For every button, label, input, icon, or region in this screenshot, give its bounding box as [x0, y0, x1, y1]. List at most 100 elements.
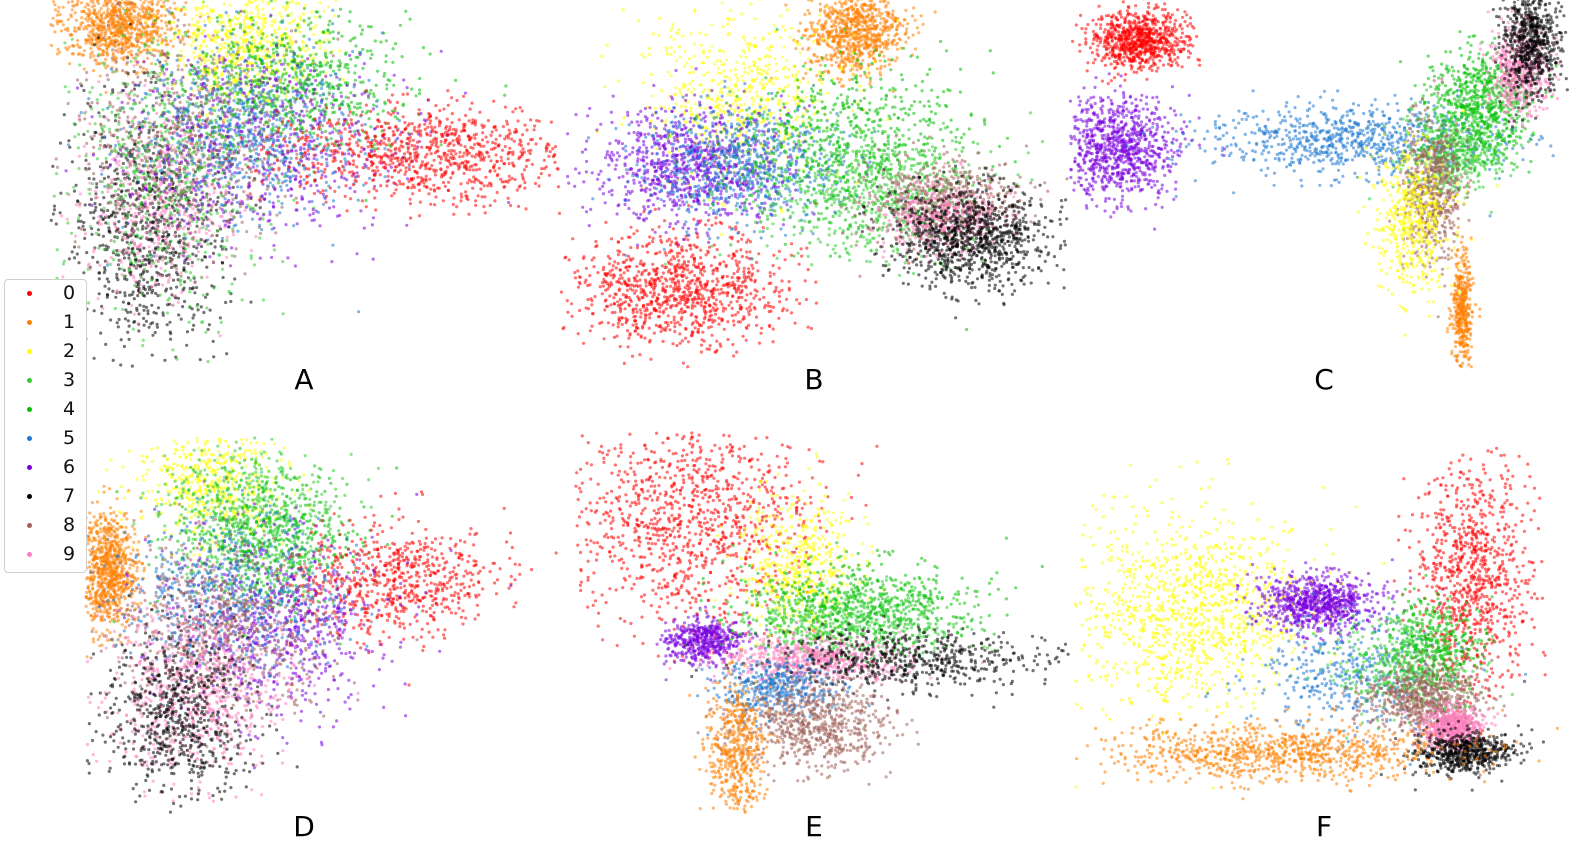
point-class-7 [212, 355, 215, 358]
point-class-3 [206, 243, 209, 246]
point-class-6 [140, 111, 143, 114]
point-class-4 [303, 19, 306, 22]
point-class-2 [225, 54, 228, 57]
point-class-4 [232, 28, 235, 31]
point-class-7 [142, 247, 145, 250]
point-class-7 [117, 220, 120, 223]
point-class-2 [196, 25, 199, 28]
point-class-1 [62, 6, 65, 9]
point-class-3 [126, 83, 129, 86]
point-class-3 [136, 177, 139, 180]
point-class-6 [267, 163, 270, 166]
point-class-4 [213, 125, 216, 128]
point-class-3 [181, 84, 184, 87]
point-class-8 [266, 188, 269, 191]
point-class-2 [261, 8, 264, 11]
point-class-6 [358, 76, 361, 79]
point-class-2 [266, 35, 269, 38]
point-class-3 [190, 185, 193, 188]
point-class-4 [119, 109, 122, 112]
point-class-7 [107, 246, 110, 249]
point-class-4 [361, 48, 364, 51]
point-class-3 [87, 268, 90, 271]
point-class-8 [94, 196, 97, 199]
point-class-9 [132, 202, 135, 205]
point-class-3 [154, 63, 157, 66]
point-class-2 [181, 35, 184, 38]
point-class-3 [67, 90, 70, 93]
point-class-7 [116, 172, 119, 175]
point-class-7 [115, 249, 118, 252]
point-class-1 [53, 3, 56, 6]
point-class-4 [369, 57, 372, 60]
point-class-1 [93, 24, 96, 27]
point-class-7 [195, 246, 198, 249]
point-class-2 [249, 25, 252, 28]
point-class-6 [121, 89, 124, 92]
point-class-1 [92, 28, 95, 31]
point-class-7 [124, 317, 127, 320]
point-class-6 [295, 83, 298, 86]
point-class-4 [170, 11, 173, 14]
point-class-9 [98, 264, 101, 267]
point-class-3 [97, 247, 100, 250]
point-class-8 [239, 63, 242, 66]
point-class-9 [148, 245, 151, 248]
point-class-2 [243, 19, 246, 22]
point-class-7 [192, 313, 195, 316]
point-class-7 [63, 113, 66, 116]
point-class-3 [77, 217, 80, 220]
point-class-3 [171, 348, 174, 351]
point-class-4 [315, 53, 318, 56]
point-class-4 [283, 32, 286, 35]
point-class-7 [106, 277, 109, 280]
point-class-7 [195, 254, 198, 257]
point-class-2 [327, 5, 330, 8]
point-class-9 [184, 250, 187, 253]
point-class-1 [104, 66, 107, 69]
point-class-1 [145, 68, 148, 71]
point-class-9 [145, 231, 148, 234]
point-class-9 [208, 172, 211, 175]
point-class-7 [52, 212, 55, 215]
point-class-6 [284, 223, 287, 226]
point-class-8 [151, 23, 154, 26]
point-class-7 [146, 312, 149, 315]
point-class-6 [372, 216, 375, 219]
point-class-8 [148, 89, 151, 92]
point-class-7 [155, 265, 158, 268]
point-class-8 [163, 91, 166, 94]
point-class-6 [322, 193, 325, 196]
point-class-1 [56, 52, 59, 55]
point-class-2 [282, 6, 285, 9]
point-class-1 [83, 49, 86, 52]
point-class-7 [156, 326, 159, 329]
point-class-1 [79, 24, 82, 27]
point-class-4 [229, 47, 232, 50]
point-class-3 [186, 186, 189, 189]
point-class-7 [151, 334, 154, 337]
point-class-8 [231, 198, 234, 201]
point-class-3 [128, 243, 131, 246]
point-class-9 [78, 155, 81, 158]
point-class-1 [180, 8, 183, 11]
point-class-4 [250, 36, 253, 39]
point-class-6 [187, 96, 190, 99]
point-class-9 [155, 254, 158, 257]
point-class-8 [115, 15, 118, 18]
point-class-9 [118, 249, 121, 252]
point-class-3 [97, 53, 100, 56]
point-class-3 [73, 122, 76, 125]
point-class-2 [217, 50, 220, 53]
point-class-7 [127, 302, 130, 305]
point-class-8 [179, 101, 182, 104]
point-class-1 [147, 17, 150, 20]
point-class-3 [221, 105, 224, 108]
point-class-8 [161, 199, 164, 202]
point-class-4 [307, 23, 310, 26]
point-class-4 [312, 59, 315, 62]
point-class-7 [177, 297, 180, 300]
point-class-1 [57, 10, 60, 13]
point-class-1 [116, 31, 119, 34]
point-class-3 [172, 220, 175, 223]
